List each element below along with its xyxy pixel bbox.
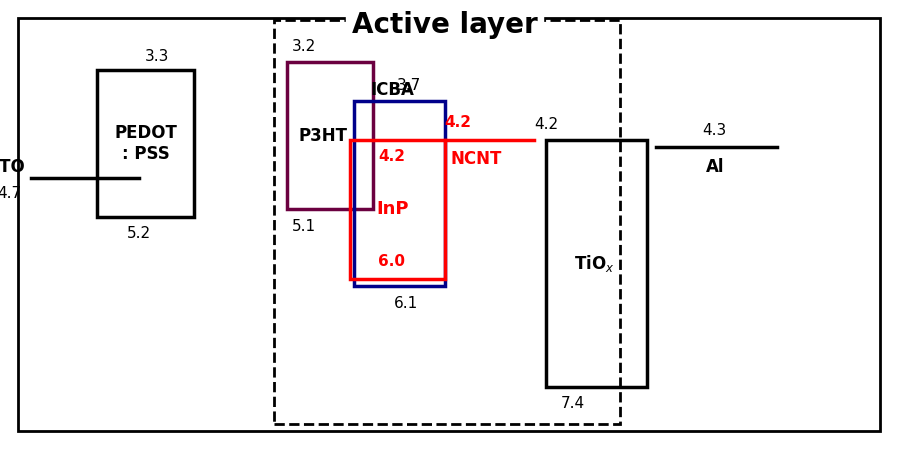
Text: 3.7: 3.7 [396, 78, 421, 93]
Text: 3.3: 3.3 [145, 48, 170, 64]
Text: 3.2: 3.2 [291, 40, 316, 54]
Text: ITO: ITO [0, 158, 25, 176]
Text: PEDOT
: PSS: PEDOT : PSS [114, 124, 177, 163]
Text: 4.2: 4.2 [378, 149, 405, 164]
Bar [350, 140, 445, 278]
Text: 6.0: 6.0 [378, 254, 405, 269]
Text: 4.2: 4.2 [534, 117, 558, 132]
Bar [287, 62, 373, 209]
Text: P3HT: P3HT [299, 127, 348, 145]
Bar [354, 101, 445, 286]
Text: 7.4: 7.4 [561, 396, 585, 411]
Text: 4.7: 4.7 [0, 186, 21, 201]
Bar [97, 70, 194, 217]
Text: 5.1: 5.1 [292, 219, 315, 233]
Text: NCNT: NCNT [450, 150, 502, 168]
Text: 5.2: 5.2 [128, 226, 151, 241]
Text: TiO$_x$: TiO$_x$ [575, 253, 614, 273]
Text: Al: Al [706, 158, 724, 176]
Text: Active layer: Active layer [352, 11, 537, 39]
Text: 4.2: 4.2 [445, 115, 471, 130]
Text: ICBA: ICBA [371, 81, 414, 99]
Text: 4.3: 4.3 [702, 123, 727, 138]
Bar [274, 20, 620, 424]
Text: 6.1: 6.1 [393, 296, 418, 311]
Bar [546, 140, 647, 387]
Text: InP: InP [376, 200, 409, 218]
